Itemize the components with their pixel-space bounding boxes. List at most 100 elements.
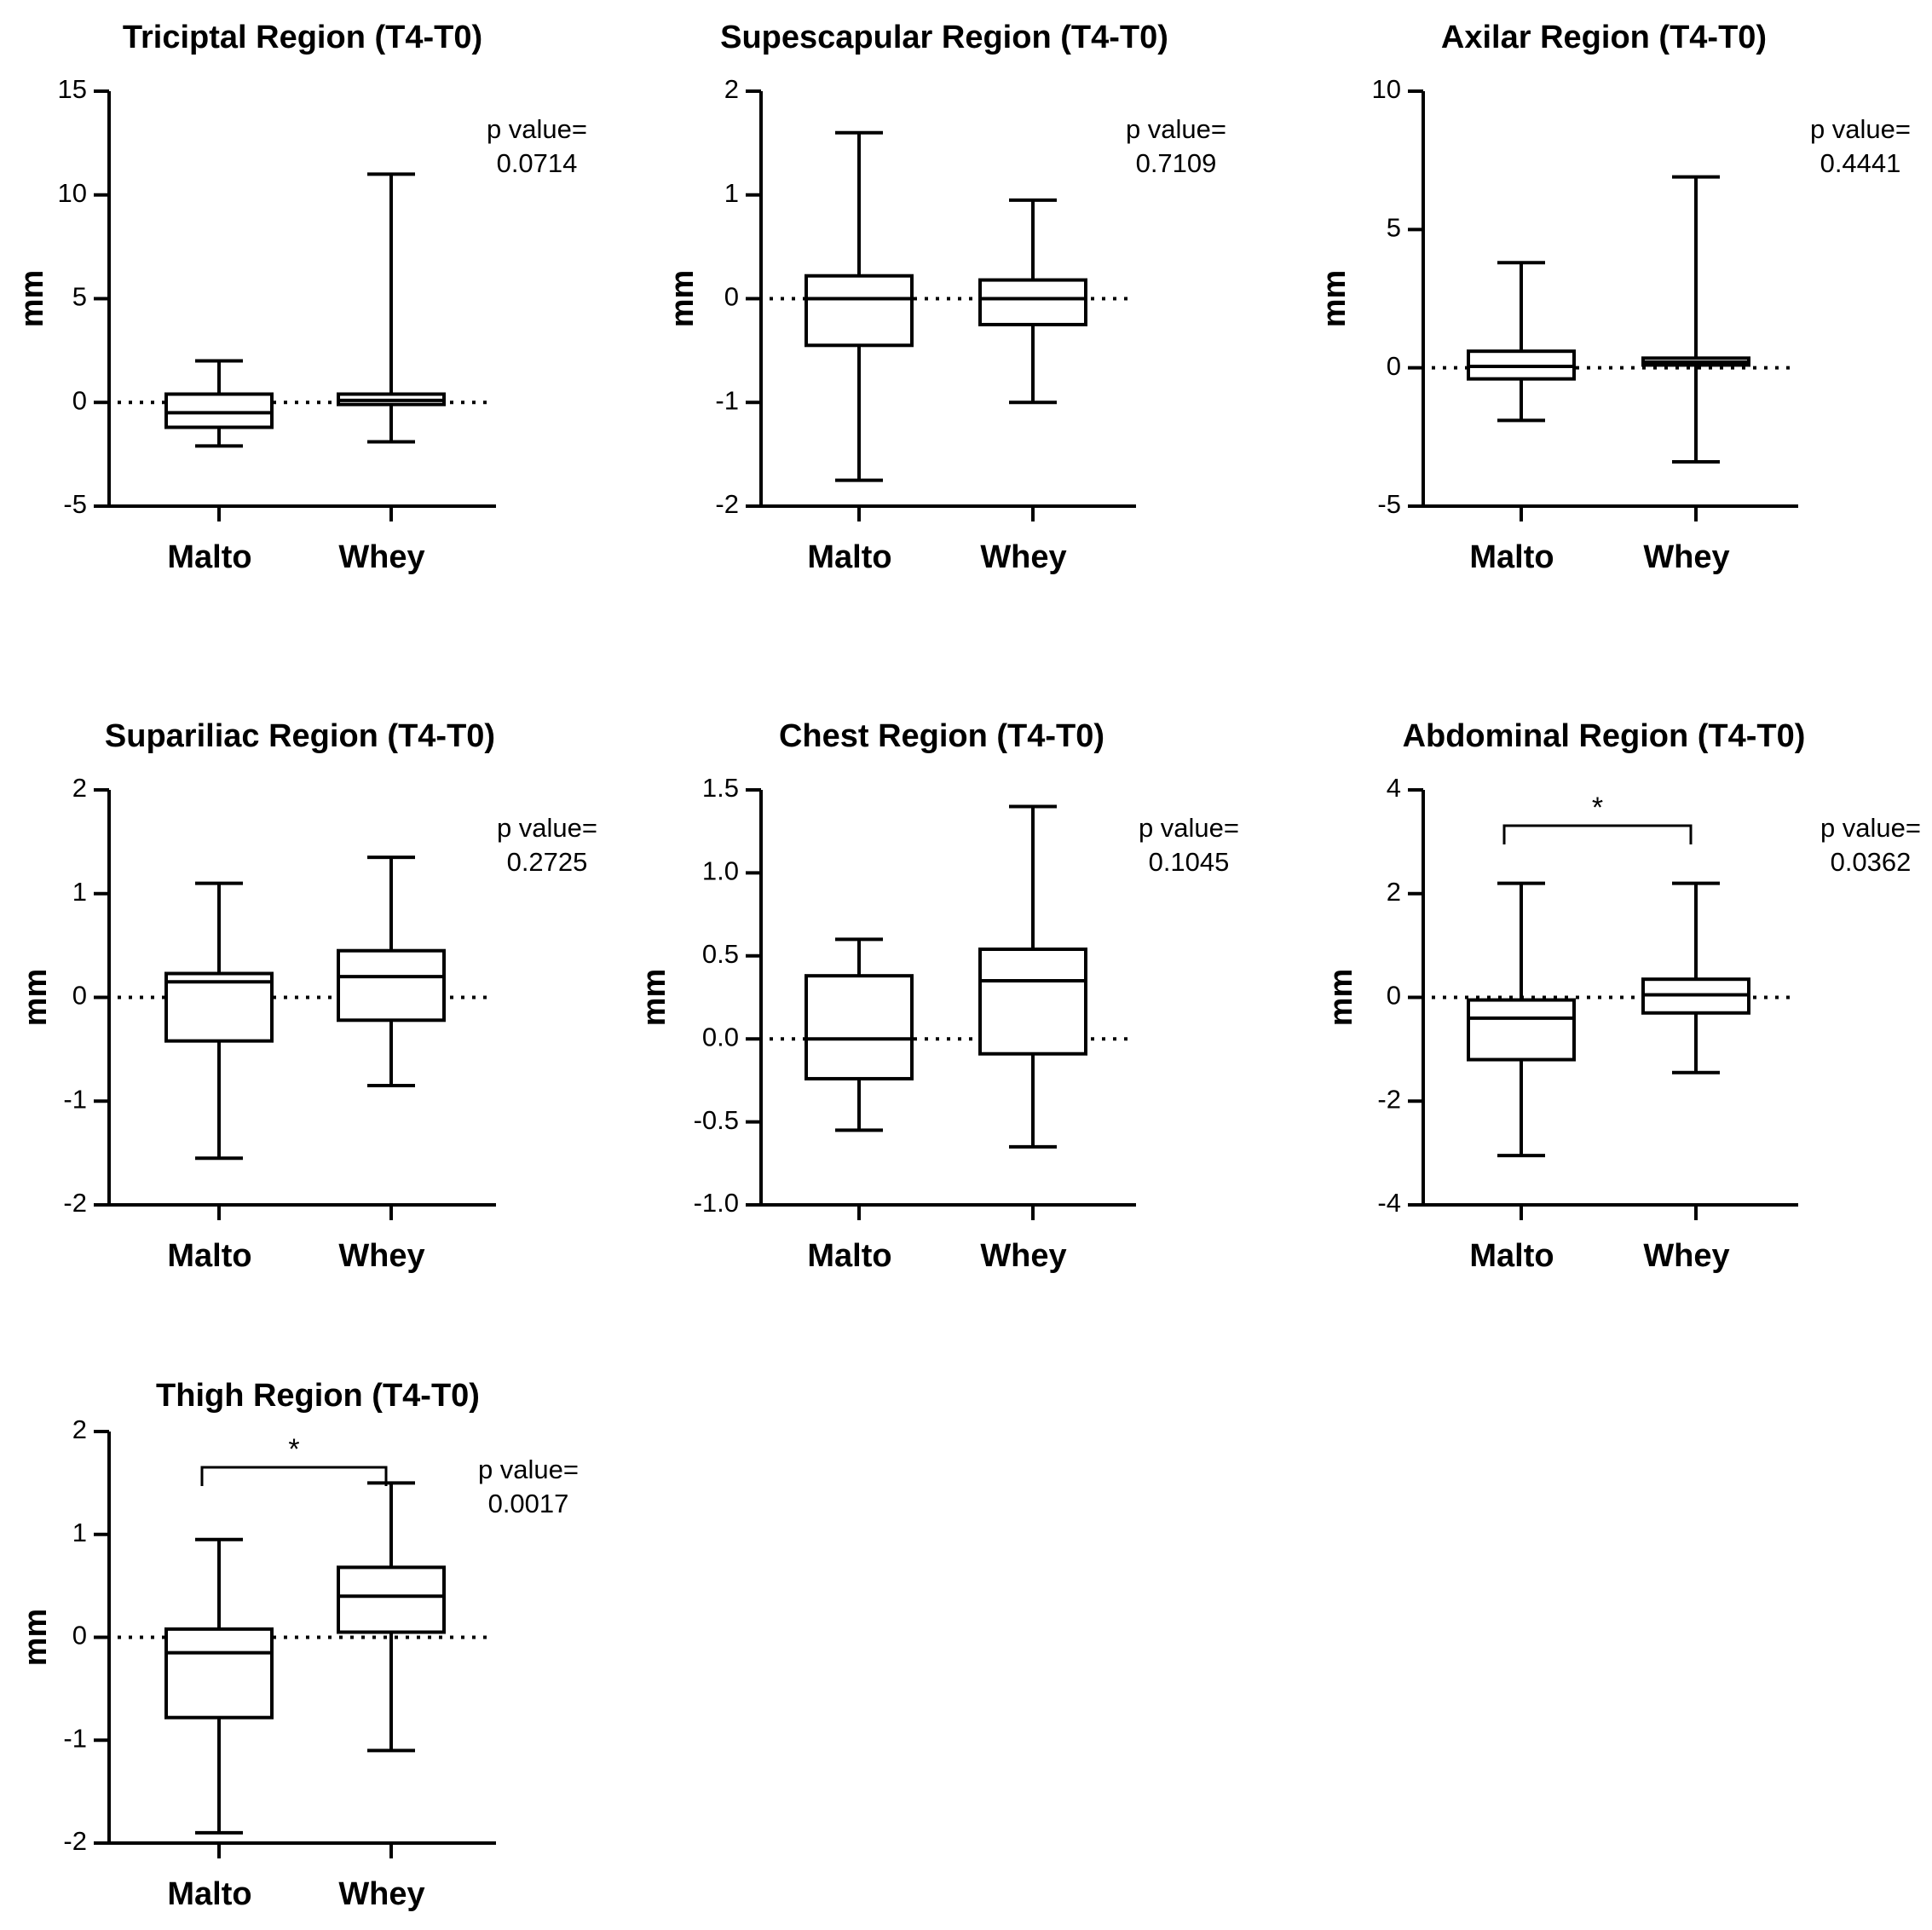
box-malto: Malto [805,937,914,1274]
y-axis-label: mm [637,969,672,1027]
y-tick-label: -1 [715,385,739,415]
p-value: 0.1045 [1149,847,1230,877]
p-value-label: p value= [1139,813,1239,843]
category-label: Malto [167,1876,251,1912]
y-tick-label: -2 [715,489,739,519]
chart-title: Abdominal Region (T4-T0) [1403,718,1806,754]
box-plot-panel: Thigh Region (T4-T0) -2 -1 0 1 2 mm Malto Whey * p… [18,1378,579,1912]
y-tick-label: 0 [724,282,739,312]
box-plot-panel: Supariliac Region (T4-T0) -2 -1 0 1 2 mm Malto W… [18,718,597,1274]
p-value-label: p value= [497,813,597,843]
y-axis-label: mm [18,1609,54,1667]
y-tick-label: 0 [72,1621,87,1651]
p-value: 0.2725 [507,847,588,877]
y-tick-label: 0 [1387,981,1401,1011]
category-label: Whey [338,539,424,575]
y-axis-label: mm [1324,969,1359,1027]
category-label: Whey [338,1876,424,1912]
y-tick-label: -2 [1377,1084,1401,1114]
p-value: 0.0362 [1831,847,1912,877]
y-axis-label: mm [14,270,50,328]
box-plot-panel: Axilar Region (T4-T0) -5 0 5 10 mm Malto Whey p … [1317,20,1911,575]
p-value: 0.0017 [488,1489,569,1518]
y-tick-label: 4 [1387,773,1401,803]
iqr-box [805,974,914,1080]
p-value-label: p value= [478,1455,579,1484]
p-value-label: p value= [487,114,587,144]
y-tick-label: 2 [72,773,87,803]
y-tick-label: 0 [72,981,87,1011]
y-tick-label: -1 [63,1723,87,1753]
iqr-box [164,971,274,1043]
y-tick-label: 2 [72,1414,87,1444]
category-label: Malto [1469,1238,1554,1274]
p-value-label: p value= [1810,114,1911,144]
box-malto: Malto [1467,881,1576,1274]
y-tick-label: 10 [58,178,87,208]
box-malto: Malto [164,881,274,1274]
box-whey: Whey [337,856,446,1274]
box-whey: Whey [1641,175,1750,575]
iqr-box [805,274,914,348]
category-label: Whey [1643,539,1729,575]
box-plot-panel: Supescapular Region (T4-T0) -2 -1 0 1 2 mm Malt… [665,20,1226,575]
p-value: 0.0714 [497,148,578,178]
chart-title: Triciptal Region (T4-T0) [123,20,482,55]
chart-title: Thigh Region (T4-T0) [156,1378,480,1414]
box-plot-panel: Triciptal Region (T4-T0) -5 0 5 10 15 mm Malto W… [14,20,587,575]
chart-title: Supescapular Region (T4-T0) [720,20,1168,55]
chart-title: Supariliac Region (T4-T0) [105,718,495,754]
box-malto: Malto [1467,261,1576,575]
p-value-label: p value= [1820,813,1921,843]
p-value: 0.4441 [1820,148,1901,178]
box-whey: Whey [337,1481,446,1912]
box-whey: Whey [978,198,1087,575]
p-value-label: p value= [1126,114,1226,144]
category-label: Whey [1643,1238,1729,1274]
category-label: Malto [807,1238,891,1274]
iqr-box [164,1627,274,1720]
significance-bracket [1502,824,1693,844]
box-malto: Malto [805,130,914,575]
iqr-box [978,948,1087,1056]
box-whey: Whey [1641,881,1750,1274]
iqr-box [1467,998,1576,1062]
y-tick-label: 0.5 [702,939,739,969]
y-tick-label: -5 [1377,489,1401,519]
y-axis-label: mm [1317,270,1352,328]
chart-title: Axilar Region (T4-T0) [1441,20,1767,55]
box-whey: Whey [337,172,446,575]
y-tick-label: 10 [1372,74,1401,104]
significance-marker: * [1592,792,1603,824]
y-axis-label: mm [665,270,701,328]
y-tick-label: -5 [63,489,87,519]
significance-bracket [200,1466,388,1486]
category-label: Whey [980,1238,1066,1274]
iqr-box [337,1565,446,1634]
y-tick-label: 0 [72,385,87,415]
y-tick-label: -0.5 [694,1105,739,1135]
iqr-box [978,278,1087,326]
box-malto: Malto [164,1537,274,1912]
box-plot-panel: Abdominal Region (T4-T0) -4 -2 0 2 4 mm Malto Wh… [1324,718,1921,1274]
iqr-box [337,948,446,1023]
chart-title: Chest Region (T4-T0) [779,718,1104,754]
category-label: Malto [807,539,891,575]
y-tick-label: 1.0 [702,856,739,886]
y-tick-label: 1 [72,877,87,907]
y-tick-label: 5 [1387,213,1401,243]
p-value: 0.7109 [1136,148,1217,178]
y-tick-label: 2 [724,74,739,104]
category-label: Malto [1469,539,1554,575]
y-tick-label: 1 [72,1518,87,1547]
y-tick-label: 1.5 [702,773,739,803]
y-tick-label: 0 [1387,351,1401,381]
y-tick-label: 5 [72,282,87,312]
y-tick-label: -1.0 [694,1188,739,1218]
significance-marker: * [288,1433,299,1466]
y-tick-label: -2 [63,1188,87,1218]
y-tick-label: 0.0 [702,1022,739,1051]
y-tick-label: -1 [63,1084,87,1114]
y-axis-label: mm [18,969,54,1027]
